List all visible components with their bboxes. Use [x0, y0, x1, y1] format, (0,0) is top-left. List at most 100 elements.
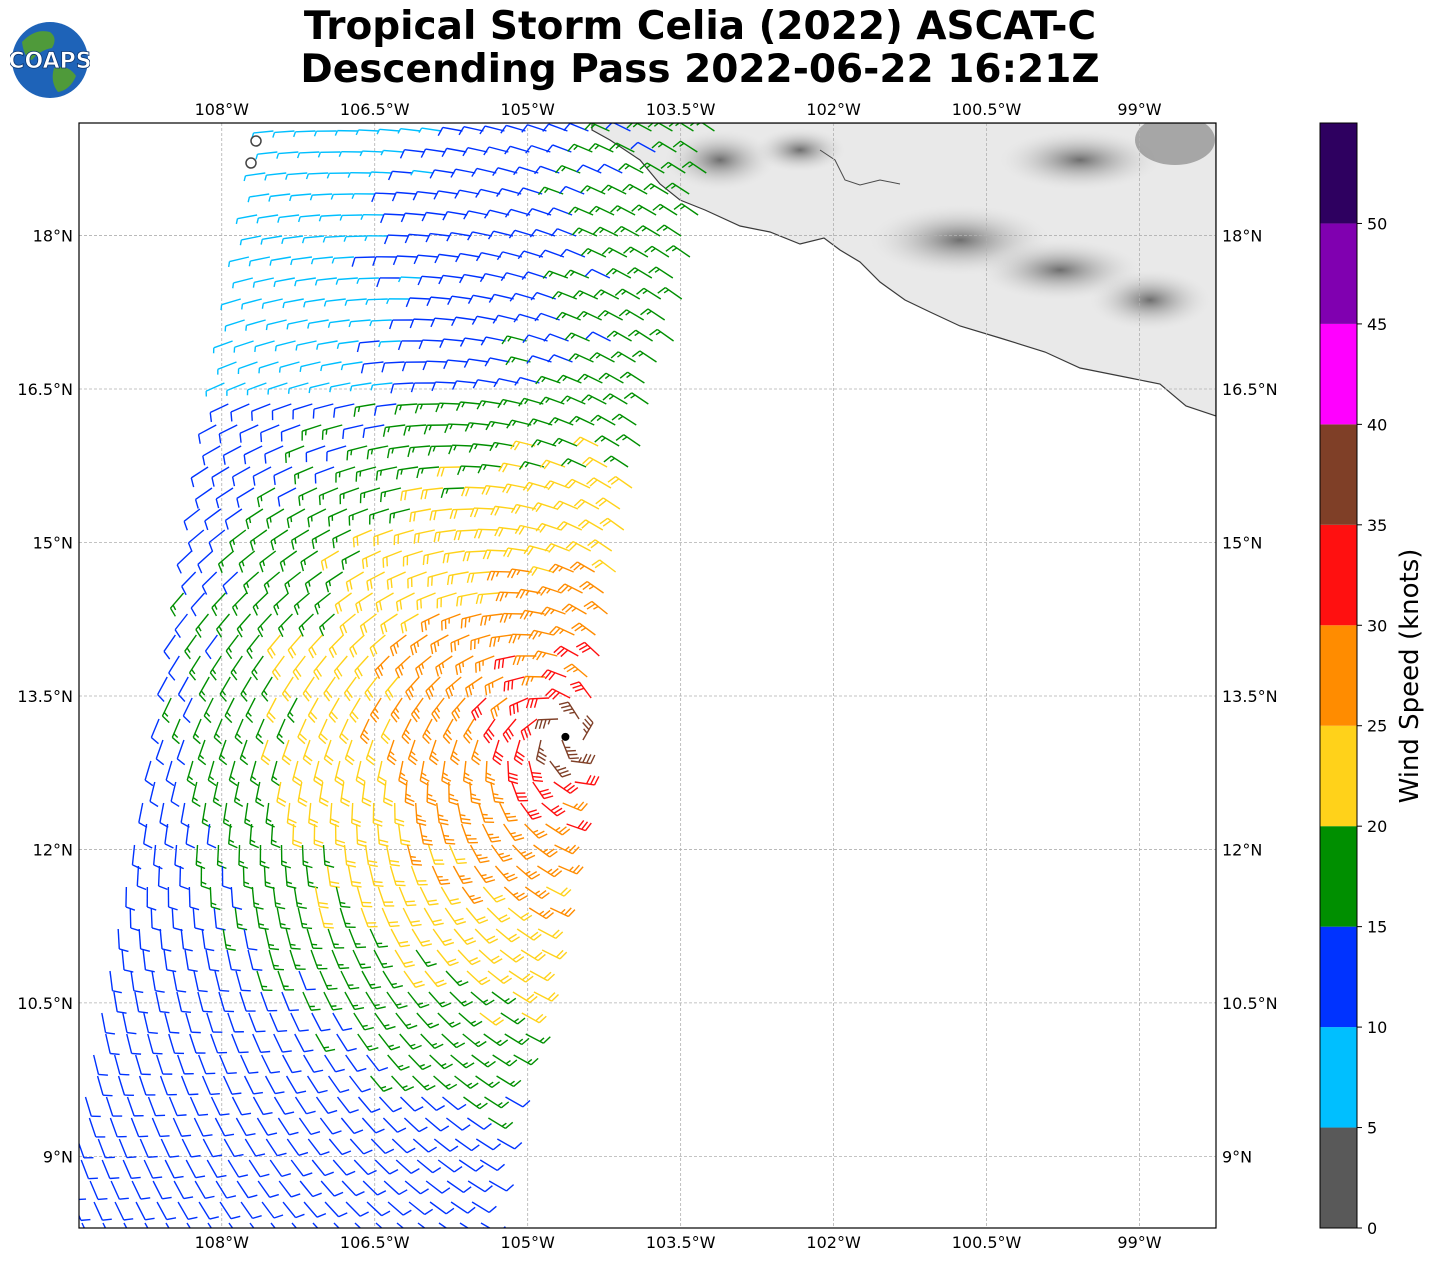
wind-barb: [494, 865, 518, 882]
wind-barb: [328, 1138, 352, 1156]
wind-barb: [381, 361, 405, 373]
coastline: [591, 123, 1216, 417]
wind-barb: [380, 213, 405, 224]
wind-barb: [548, 563, 574, 574]
wind-barb: [533, 844, 558, 858]
wind-barb: [476, 400, 502, 410]
wind-barb: [332, 529, 352, 549]
wind-barb: [420, 148, 446, 158]
wind-barb: [512, 655, 537, 666]
wind-barb: [314, 886, 329, 909]
wind-barb: [450, 1054, 475, 1069]
wind-barb: [561, 603, 587, 615]
wind-barb: [435, 655, 453, 677]
wind-barb: [215, 1180, 237, 1199]
wind-barb: [528, 760, 543, 782]
wind-barb: [293, 130, 316, 138]
wind-barb: [627, 267, 653, 279]
wind-barb: [266, 508, 285, 529]
wind-barb: [227, 1012, 244, 1033]
wind-barb: [574, 774, 600, 786]
wind-barb: [163, 949, 177, 973]
wind-barb: [264, 445, 284, 464]
wind-barb: [147, 1033, 163, 1055]
wind-barb: [484, 357, 510, 367]
wind-barb: [353, 403, 376, 417]
wind-barb: [313, 655, 327, 680]
wind-barb: [591, 559, 617, 573]
wind-barb: [126, 1096, 144, 1117]
wind-barb: [311, 529, 331, 550]
wind-barb: [440, 487, 465, 499]
wind-barb: [336, 1033, 357, 1052]
wind-barb: [138, 928, 151, 952]
wind-barb: [425, 676, 441, 700]
wind-barb: [382, 424, 406, 437]
wind-barb: [207, 1222, 213, 1228]
wind-barb: [101, 1159, 120, 1180]
wind-barb: [439, 823, 456, 845]
wind-barb: [289, 949, 306, 970]
wind-barb: [485, 420, 511, 431]
wind-barb: [484, 1096, 510, 1109]
wind-barb: [368, 865, 384, 888]
wind-barb: [282, 298, 304, 309]
wind-barb: [353, 1012, 374, 1031]
wind-barb: [390, 697, 403, 723]
wind-barb: [552, 500, 579, 511]
wind-barb: [346, 445, 368, 461]
wind-barb: [511, 781, 529, 802]
wind-barb: [317, 151, 341, 158]
wind-barb: [631, 350, 657, 363]
wind-barb: [277, 487, 297, 507]
wind-barb: [533, 991, 559, 1002]
wind-barb: [417, 1222, 426, 1228]
wind-barb: [606, 330, 632, 342]
wind-barb: [114, 1201, 134, 1221]
wind-barb: [215, 613, 231, 638]
wind-barb: [323, 991, 343, 1011]
wind-barb: [334, 129, 358, 136]
lon-tick-bottom: 108°W: [195, 1233, 250, 1252]
wind-barb: [234, 907, 248, 931]
wind-barb: [234, 718, 244, 745]
wind-barb: [321, 424, 343, 440]
wind-barb: [588, 142, 614, 153]
wind-barb: [442, 1096, 467, 1111]
wind-barb: [359, 150, 383, 157]
wind-barb: [186, 760, 196, 787]
wind-barb: [261, 1201, 284, 1219]
wind-barb: [435, 402, 460, 413]
colorbar-frame: [1319, 122, 1358, 1229]
wind-barb: [395, 592, 415, 612]
wind-barb: [480, 613, 503, 626]
axis-tick-labels: 108°W 108°W 106.5°W 106.5°W 105°W 105°W 103.5°…: [17, 100, 1277, 1252]
lat-tick-left: 10.5°N: [17, 994, 73, 1013]
wind-barb: [239, 424, 259, 443]
wind-barb: [366, 1054, 389, 1072]
wind-barb: [577, 373, 603, 384]
wind-barb: [483, 1033, 509, 1047]
wind-barb: [197, 550, 214, 574]
wind-barb: [184, 949, 198, 972]
wind-barb: [471, 697, 487, 721]
wind-barb: [320, 1180, 344, 1197]
wind-barb: [457, 465, 482, 476]
wind-barb: [347, 171, 371, 178]
wind-barb: [498, 462, 524, 473]
wind-barb: [277, 613, 293, 638]
wind-barb: [380, 718, 391, 745]
wind-barb: [404, 781, 415, 807]
wind-barb: [630, 141, 656, 153]
wind-barb: [294, 277, 316, 287]
wind-barb: [537, 865, 563, 878]
wind-barb: [92, 1054, 108, 1076]
wind-barb: [150, 718, 160, 745]
wind-barb: [366, 571, 385, 591]
wind-barb: [395, 1159, 420, 1174]
wind-barb: [493, 655, 516, 670]
wind-barb: [255, 907, 269, 931]
wind-barb: [200, 865, 211, 890]
wind-barb: [155, 991, 170, 1014]
wind-barb: [365, 991, 386, 1010]
